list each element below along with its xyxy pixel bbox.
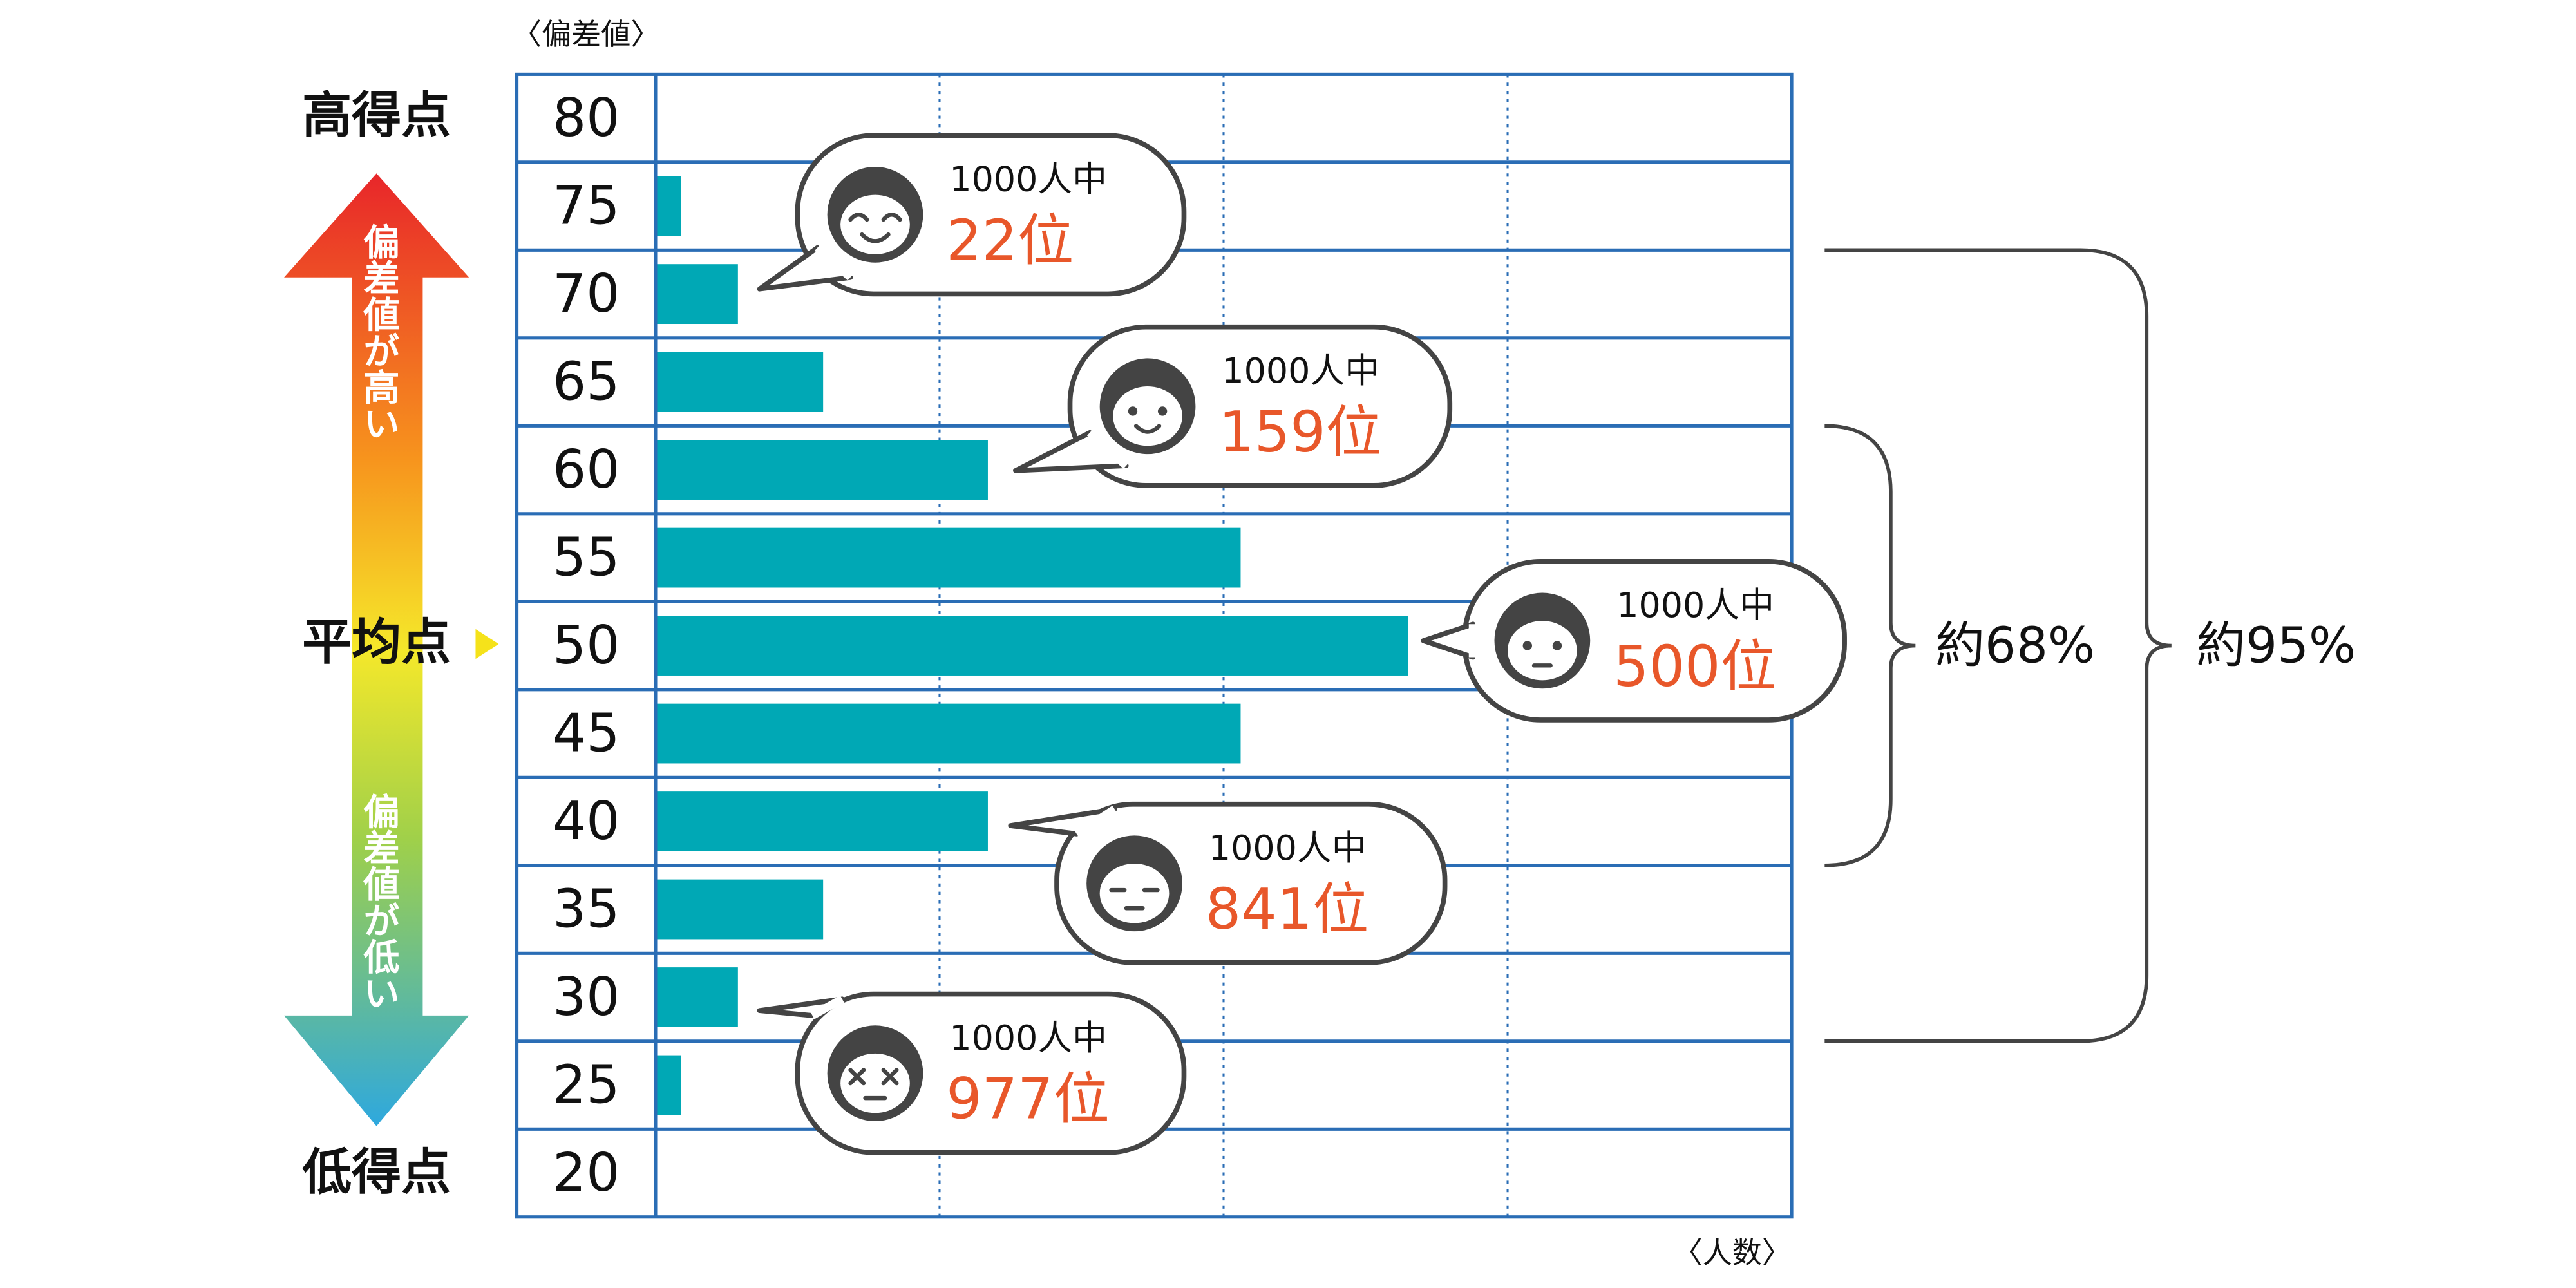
face-skin bbox=[1099, 864, 1170, 923]
mouth bbox=[1133, 424, 1162, 434]
bar bbox=[655, 352, 824, 412]
eye bbox=[881, 1068, 899, 1086]
face-skin bbox=[840, 1053, 910, 1113]
bar bbox=[655, 1055, 681, 1115]
tail-cover bbox=[810, 995, 844, 1019]
range-brace bbox=[1824, 248, 2172, 1043]
top-label: 高得点 bbox=[302, 88, 451, 145]
face-skin bbox=[1508, 621, 1577, 681]
callout-rank: 500位 bbox=[1613, 634, 1777, 699]
tail-cover bbox=[1074, 806, 1117, 838]
y-tick-label: 60 bbox=[553, 439, 620, 500]
y-tick-label: 55 bbox=[553, 527, 620, 589]
y-tick-label: 75 bbox=[553, 176, 620, 237]
bar bbox=[655, 616, 1408, 676]
face-skin bbox=[840, 194, 910, 254]
callout-rank: 841位 bbox=[1206, 876, 1369, 942]
range-brace bbox=[1824, 424, 1916, 867]
callout: 1000人中 841位 bbox=[1008, 801, 1448, 965]
bar bbox=[655, 176, 681, 236]
eye bbox=[848, 213, 902, 222]
bar bbox=[655, 703, 1241, 764]
callout-rank: 159位 bbox=[1218, 399, 1382, 465]
y-tick-label: 20 bbox=[553, 1142, 620, 1204]
x-axis-label: 〈人数〉 bbox=[1672, 1235, 1792, 1270]
tail-cover bbox=[1086, 430, 1130, 469]
eye bbox=[848, 1068, 866, 1086]
callout-caption: 1000人中 bbox=[949, 1018, 1107, 1058]
y-tick-label: 50 bbox=[553, 615, 620, 676]
callout-tail bbox=[1421, 621, 1476, 660]
y-tick-label: 35 bbox=[553, 879, 620, 940]
middle-label: 平均点 bbox=[302, 614, 451, 672]
callout-rank: 22位 bbox=[946, 207, 1074, 273]
bottom-label: 低得点 bbox=[302, 1144, 451, 1202]
bar bbox=[655, 967, 738, 1027]
eye bbox=[1522, 641, 1532, 650]
bar bbox=[655, 527, 1241, 588]
tail-cover bbox=[814, 244, 853, 281]
mouth bbox=[860, 232, 891, 243]
arrow-up-label: 偏差値が高い bbox=[357, 223, 400, 441]
eye bbox=[1157, 406, 1168, 416]
callout-caption: 1000人中 bbox=[949, 159, 1107, 200]
eye bbox=[1128, 406, 1138, 416]
eye bbox=[1552, 641, 1562, 650]
arrow-down-label: 偏差値が低い bbox=[357, 792, 400, 1010]
bar bbox=[655, 879, 824, 940]
y-tick-label: 25 bbox=[553, 1055, 620, 1116]
bar bbox=[655, 264, 738, 325]
range-label: 約95% bbox=[2196, 618, 2356, 675]
callout-caption: 1000人中 bbox=[1616, 585, 1774, 625]
callout: 1000人中 159位 bbox=[1013, 324, 1453, 488]
y-tick-label: 45 bbox=[553, 703, 620, 764]
callout: 1000人中 500位 bbox=[1421, 558, 1847, 723]
callout-caption: 1000人中 bbox=[1209, 828, 1367, 868]
face-skin bbox=[1113, 386, 1182, 446]
y-tick-label: 65 bbox=[553, 352, 620, 413]
range-label: 約68% bbox=[1935, 618, 2095, 675]
callout-caption: 1000人中 bbox=[1222, 350, 1379, 391]
y-tick-label: 40 bbox=[553, 791, 620, 852]
gradient-arrow bbox=[284, 173, 469, 1126]
average-marker bbox=[475, 629, 499, 659]
bar bbox=[655, 440, 988, 500]
bar bbox=[655, 791, 988, 851]
callout: 1000人中 977位 bbox=[757, 991, 1187, 1155]
y-tick-label: 80 bbox=[553, 88, 620, 149]
callout-rank: 977位 bbox=[946, 1066, 1110, 1132]
y-tick-label: 30 bbox=[553, 967, 620, 1028]
callout: 1000人中 22位 bbox=[757, 133, 1187, 297]
y-axis-label: 〈偏差値〉 bbox=[512, 17, 661, 52]
y-tick-label: 70 bbox=[553, 263, 620, 325]
